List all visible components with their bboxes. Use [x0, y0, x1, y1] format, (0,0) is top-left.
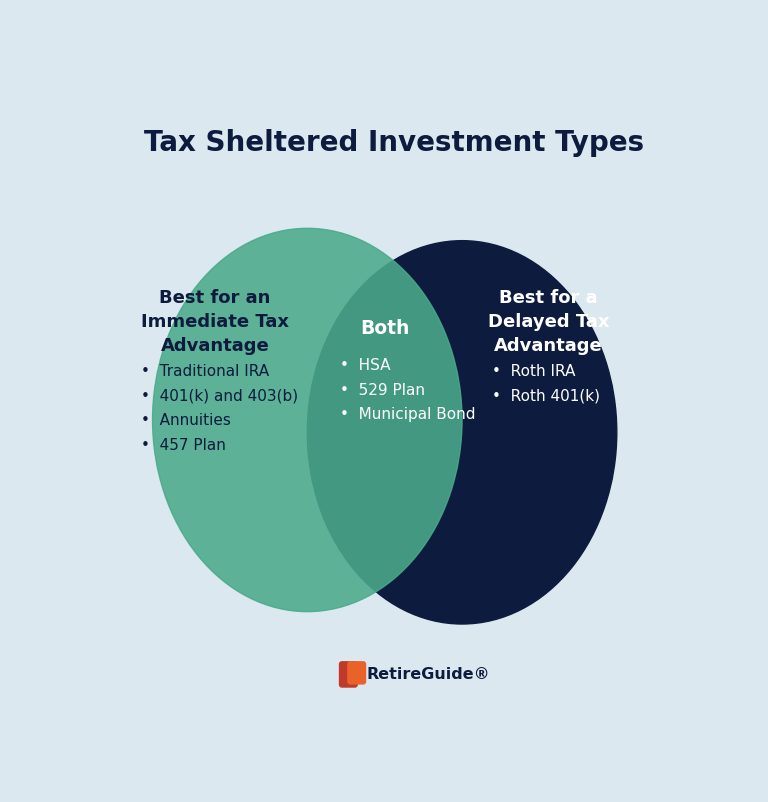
Ellipse shape	[307, 241, 617, 624]
Ellipse shape	[153, 229, 462, 612]
Text: •  Roth IRA
•  Roth 401(k): • Roth IRA • Roth 401(k)	[492, 363, 600, 403]
Text: Best for an
Immediate Tax
Advantage: Best for an Immediate Tax Advantage	[141, 289, 289, 354]
Text: •  Traditional IRA
•  401(k) and 403(b)
•  Annuities
•  457 Plan: • Traditional IRA • 401(k) and 403(b) • …	[141, 364, 298, 452]
Text: •  HSA
•  529 Plan
•  Municipal Bond: • HSA • 529 Plan • Municipal Bond	[340, 358, 475, 422]
FancyBboxPatch shape	[347, 662, 366, 685]
Text: RetireGuide®: RetireGuide®	[367, 666, 491, 681]
FancyBboxPatch shape	[339, 662, 358, 688]
Text: Tax Sheltered Investment Types: Tax Sheltered Investment Types	[144, 128, 644, 156]
Text: Both: Both	[360, 318, 409, 338]
Text: Best for a
Delayed Tax
Advantage: Best for a Delayed Tax Advantage	[488, 289, 609, 354]
